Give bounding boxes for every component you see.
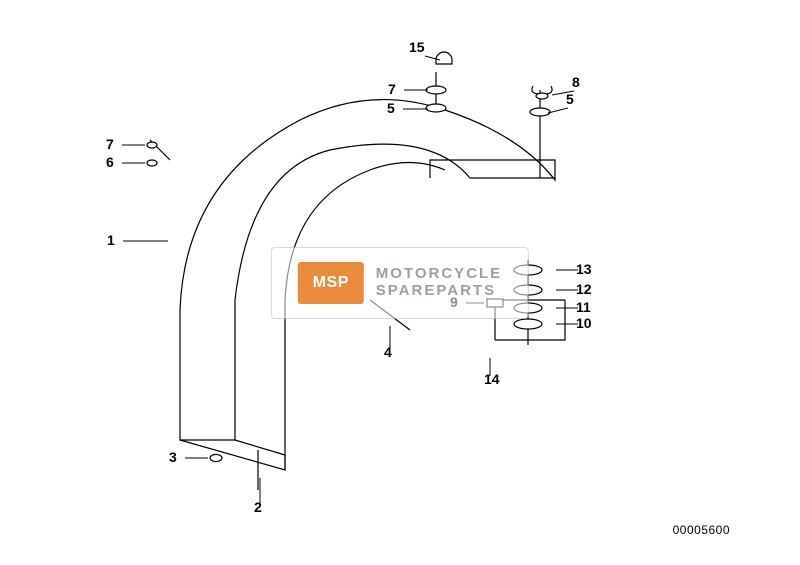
callout-12: 12: [576, 281, 592, 297]
callout-7: 7: [388, 81, 396, 97]
callout-5: 5: [566, 91, 574, 107]
callout-10: 10: [576, 315, 592, 331]
callout-7: 7: [106, 136, 114, 152]
callout-5: 5: [387, 100, 395, 116]
document-id: 00005600: [673, 523, 730, 537]
callout-6: 6: [106, 154, 114, 170]
callout-4: 4: [384, 344, 392, 360]
callout-1: 1: [107, 232, 115, 248]
callout-14: 14: [484, 371, 500, 387]
fender-illustration: [0, 0, 800, 565]
callout-15: 15: [409, 39, 425, 55]
callout-13: 13: [576, 261, 592, 277]
callout-11: 11: [576, 299, 591, 315]
callout-2: 2: [254, 499, 262, 515]
diagram-area: 12345567789101112131415 MSP MOTORCYCLE S…: [0, 0, 800, 565]
callout-9: 9: [450, 294, 458, 310]
callout-8: 8: [572, 74, 580, 90]
callout-3: 3: [169, 449, 177, 465]
